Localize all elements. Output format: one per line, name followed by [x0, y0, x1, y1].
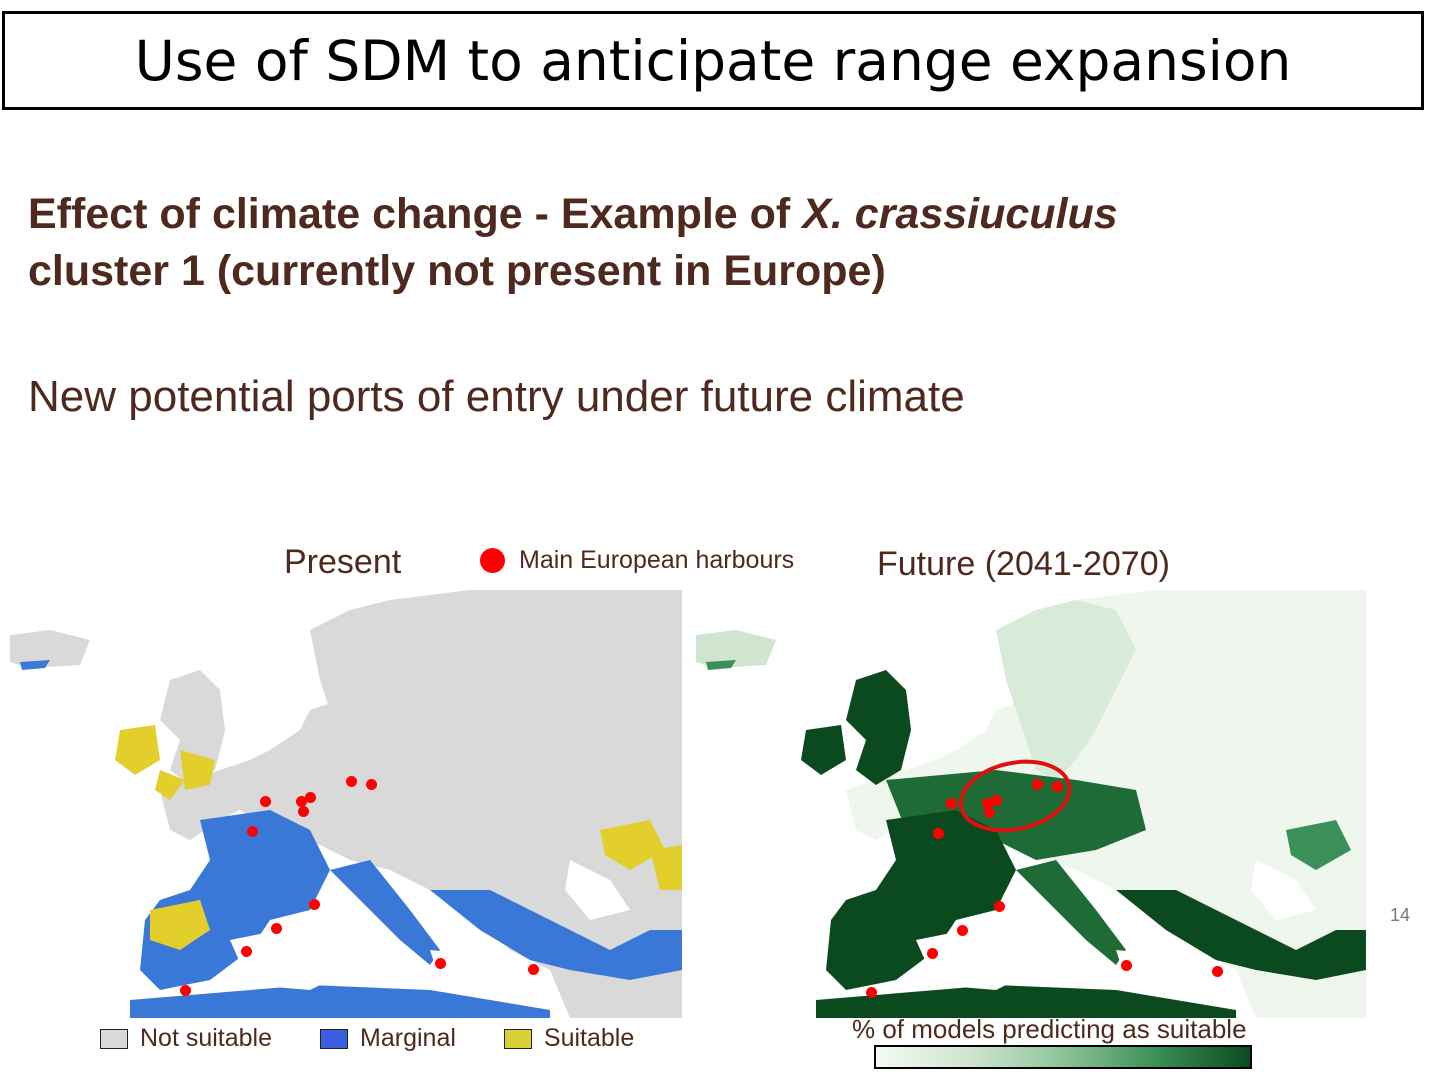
harbour-point: [346, 776, 357, 787]
harbour-point: [933, 828, 944, 839]
legend-label: Not suitable: [140, 1024, 273, 1052]
present-map-graphic: [10, 590, 682, 1018]
not-suitable-swatch: [100, 1028, 128, 1049]
harbour-point: [866, 987, 877, 998]
future-map-title: Future (2041-2070): [877, 545, 1170, 583]
harbour-point: [296, 796, 307, 807]
legend-item-not-suitable: Not suitable: [100, 1024, 272, 1053]
slide-heading: Effect of climate change - Example of X.…: [28, 186, 1328, 300]
harbour-point: [180, 985, 191, 996]
future-color-scale: [874, 1045, 1252, 1069]
harbour-point: [247, 826, 258, 837]
future-map: [696, 590, 1366, 1018]
heading-line-2: cluster 1 (currently not present in Euro…: [28, 247, 886, 295]
harbour-point: [1212, 966, 1223, 977]
harbour-point: [305, 792, 316, 803]
heading-prefix: Effect of climate change - Example of: [28, 190, 803, 238]
harbour-point: [528, 964, 539, 975]
marginal-swatch: [320, 1028, 349, 1049]
harbour-point: [991, 795, 1002, 806]
legend-label: Marginal: [360, 1024, 456, 1052]
harbour-point: [984, 807, 995, 818]
legend-item-marginal: Marginal: [320, 1024, 456, 1053]
present-map-title: Present: [284, 543, 402, 581]
page-number: 14: [1390, 905, 1411, 925]
heading-species: X. crassiuculus: [802, 190, 1118, 238]
harbour-dot-icon: [480, 548, 505, 573]
legend-label: Suitable: [543, 1024, 635, 1052]
future-map-graphic: [696, 590, 1366, 1018]
harbour-point: [309, 899, 320, 910]
harbour-point: [946, 798, 957, 809]
harbour-legend-label: Main European harbours: [519, 546, 795, 574]
harbour-point: [271, 923, 282, 934]
harbour-point: [927, 948, 938, 959]
harbour-point: [957, 925, 968, 936]
harbour-point: [260, 796, 271, 807]
harbour-point: [435, 958, 446, 969]
slide-title-box: Use of SDM to anticipate range expansion: [2, 11, 1424, 110]
harbour-point: [982, 798, 993, 809]
slide-subheading: New potential ports of entry under futur…: [28, 372, 965, 421]
harbour-point: [298, 806, 309, 817]
present-legend: Not suitable Marginal Suitable: [100, 1024, 682, 1053]
harbour-point: [1121, 960, 1132, 971]
future-scale-label: % of models predicting as suitable: [852, 1014, 1247, 1044]
harbour-point: [1052, 781, 1063, 792]
harbour-legend: Main European harbours: [480, 546, 794, 575]
harbour-point: [994, 901, 1005, 912]
harbour-point: [1032, 779, 1043, 790]
suitable-swatch: [503, 1028, 532, 1049]
harbour-point: [241, 946, 252, 957]
harbour-point: [366, 779, 377, 790]
slide-title: Use of SDM to anticipate range expansion: [134, 28, 1292, 93]
present-map: [10, 590, 682, 1018]
legend-item-suitable: Suitable: [503, 1024, 635, 1053]
